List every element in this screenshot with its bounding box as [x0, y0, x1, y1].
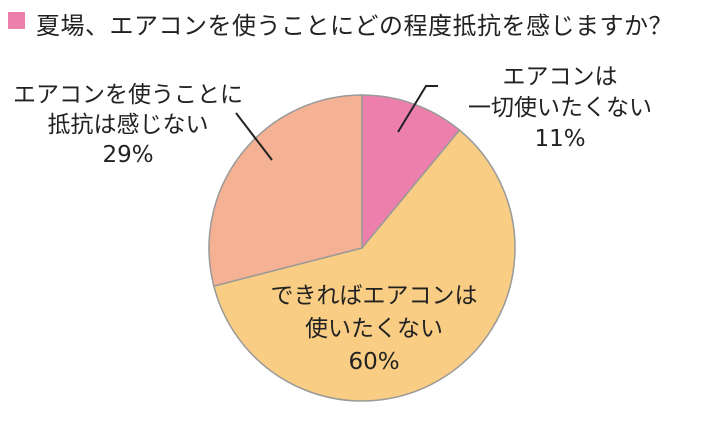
title-square-marker	[8, 12, 25, 29]
slice-no-resistance-label: エアコンを使うことに	[13, 82, 243, 108]
slice-no-resistance-label: 抵抗は感じない	[48, 112, 209, 138]
slice-prefer-not-label: 使いたくない	[305, 316, 443, 342]
slice-no-resistance	[208, 94, 363, 287]
slice-prefer-not-label: できればエアコンは	[271, 283, 478, 309]
slice-never-use-percent: 11%	[534, 126, 585, 152]
slice-never-use-label: 一切使いたくない	[468, 95, 652, 121]
slice-prefer-not-percent: 60%	[348, 349, 399, 375]
chart-title: 夏場、エアコンを使うことにどの程度抵抗を感じますか？	[36, 12, 673, 40]
slice-never-use-leader-line	[397, 85, 438, 133]
slice-no-resistance-percent: 29%	[102, 142, 153, 168]
slice-prefer-not	[212, 129, 516, 402]
slice-never-use-label: エアコンは	[503, 64, 618, 90]
slice-no-resistance-leader-line	[235, 112, 273, 161]
